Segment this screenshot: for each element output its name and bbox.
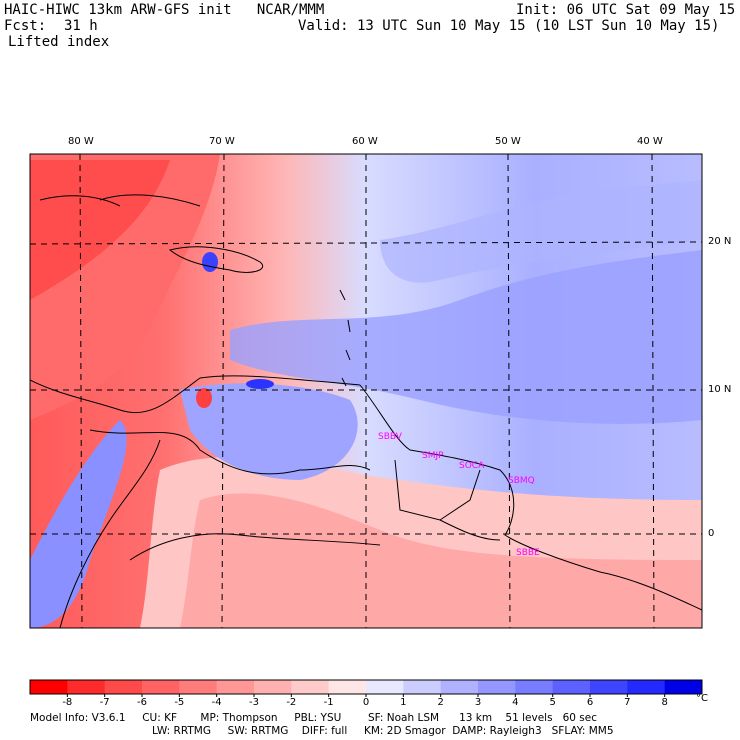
colorbar-swatch	[291, 680, 330, 694]
colorbar-tick-label: 0	[362, 697, 370, 708]
colorbar-swatch	[216, 680, 255, 694]
colorbar-tick-label: 1	[400, 697, 407, 708]
colorbar-tick-label: -6	[137, 697, 147, 708]
lat-lon-grid	[30, 154, 702, 628]
colorbar-swatch	[627, 680, 666, 694]
map-frame	[29, 153, 703, 629]
lat-label-0: 0	[708, 528, 715, 539]
plot-title: HAIC-HIWC 13km ARW-GFS init NCAR/MMM	[4, 2, 325, 18]
field-name: Lifted index	[8, 34, 110, 50]
forecast-label: Fcst:	[4, 18, 47, 34]
colorbar-swatch	[254, 680, 292, 694]
colorbar-tick-label: 2	[437, 697, 444, 708]
lon-label-80w: 80 W	[68, 136, 94, 147]
colorbar-swatch	[478, 680, 516, 694]
colorbar-swatch	[403, 680, 442, 694]
colorbar-tick-label: 7	[624, 697, 631, 708]
lon-label-60w: 60 W	[352, 136, 378, 147]
forecast-hour: 31 h	[64, 18, 98, 34]
model-info-line1: Model Info: V3.6.1 CU: KF MP: Thompson P…	[30, 712, 597, 724]
colorbar-tick-label: -2	[286, 697, 297, 708]
lon-label-50w: 50 W	[495, 136, 521, 147]
colorbar-swatch	[142, 680, 180, 694]
colorbar-tick-label: 5	[549, 697, 556, 708]
colorbar-swatch	[440, 680, 479, 694]
station-sbbe: SBBE	[516, 548, 540, 558]
colorbar-swatch	[30, 680, 68, 694]
colorbar-swatch	[179, 680, 218, 694]
colorbar-tick-label: -3	[249, 697, 259, 708]
colorbar-tick-label: 4	[512, 697, 519, 708]
colorbar-tick-label: -8	[62, 697, 73, 708]
colorbar-tick-label: -5	[174, 697, 185, 708]
colorbar-swatch	[590, 680, 628, 694]
colorbar-swatch	[664, 680, 703, 694]
colorbar-swatch	[552, 680, 591, 694]
colorbar-swatch	[366, 680, 404, 694]
coastlines	[30, 194, 702, 628]
colorbar-tick-label: -1	[323, 697, 334, 708]
lon-label-40w: 40 W	[637, 136, 663, 147]
lat-label-10n: 10 N	[708, 384, 732, 395]
colorbar-swatch	[328, 680, 367, 694]
colorbar-unit: °C	[696, 693, 708, 704]
colorbar-tick-label: 8	[661, 697, 668, 708]
colorbar-swatch	[515, 680, 554, 694]
station-sbbv: SBBV	[378, 432, 402, 442]
lon-label-70w: 70 W	[209, 136, 235, 147]
colorbar-swatch	[67, 680, 106, 694]
station-soca: SOCA	[459, 461, 485, 471]
lifted-index-field	[30, 154, 702, 628]
colorbar-swatch	[104, 680, 143, 694]
station-sbmq: SBMQ	[508, 476, 535, 486]
colorbar	[29, 679, 703, 697]
colorbar-tick-label: -4	[211, 697, 222, 708]
lat-label-20n: 20 N	[708, 236, 732, 247]
colorbar-tick-label: 6	[586, 697, 594, 708]
colorbar-tick-label: -7	[99, 697, 110, 708]
station-smjp: SMJP	[422, 451, 444, 461]
valid-time: Valid: 13 UTC Sun 10 May 15 (10 LST Sun …	[298, 18, 720, 34]
colorbar-tick-label: 3	[474, 697, 482, 708]
init-time: Init: 06 UTC Sat 09 May 15	[516, 2, 736, 18]
model-info-line2: LW: RRTMG SW: RRTMG DIFF: full KM: 2D Sm…	[152, 725, 614, 737]
